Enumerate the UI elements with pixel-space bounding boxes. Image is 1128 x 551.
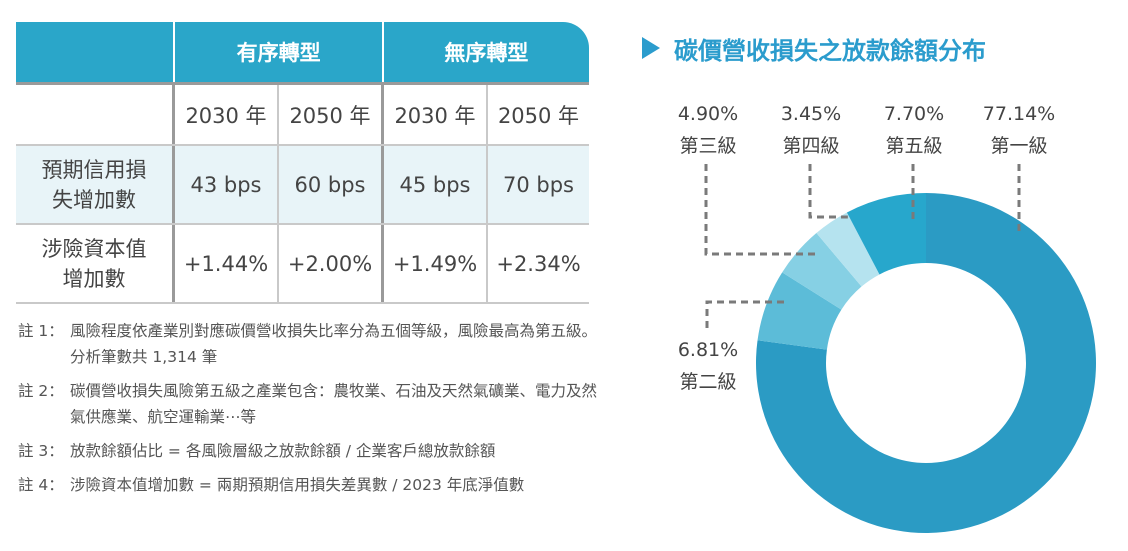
table-header: 有序轉型 無序轉型 [16, 22, 589, 82]
table-cell: 70 bps [486, 146, 589, 223]
table-cell: 60 bps [277, 146, 381, 223]
chart-title: 碳價營收損失之放款餘額分布 [674, 36, 986, 65]
footnote-label: 註 4： [18, 476, 64, 494]
slice-percent: 7.70% [883, 103, 945, 125]
footnote-text: 放款餘額佔比 = 各風險層級之放款餘額 / 企業客戶總放款餘額 [70, 442, 496, 460]
year-cell: 2030 年 [381, 85, 486, 144]
row-label-line: 涉險資本值 [41, 236, 147, 261]
footnote: 註 4： 涉險資本值增加數 = 兩期預期信用損失差異數 / 2023 年底淨值數 [18, 472, 598, 498]
slice-percent: 3.45% [780, 103, 842, 125]
year-cell: 2050 年 [486, 85, 589, 144]
slice-label-level-2: 6.81% 第二級 [668, 334, 748, 398]
footnote-text: 碳價營收損失風險第五級之產業包含：農牧業、石油及天然氣礦業、電力及然氣供應業、航… [70, 382, 598, 426]
transition-risk-table: 有序轉型 無序轉型 2030 年 2050 年 2030 年 2050 年 預期… [16, 22, 589, 304]
slice-category: 第三級 [679, 135, 737, 157]
footnotes: 註 1： 風險程度依產業別對應碳價營收損失比率分為五個等級，風險最高為第五級。分… [18, 318, 598, 506]
donut-slice-level-2 [757, 272, 842, 350]
row-label-line: 失增加數 [52, 187, 136, 212]
header-disorderly-transition: 無序轉型 [381, 22, 589, 82]
leader-line-level-4 [808, 164, 848, 219]
footnote-text: 涉險資本值增加數 = 兩期預期信用損失差異數 / 2023 年底淨值數 [70, 476, 525, 494]
slice-percent: 4.90% [677, 103, 739, 125]
slice-label-level-3: 4.90% 第三級 [668, 98, 748, 162]
leader-line-level-3 [704, 164, 817, 256]
slice-category: 第二級 [679, 371, 737, 393]
year-cell: 2030 年 [172, 85, 277, 144]
donut-slice-level-5 [846, 193, 926, 275]
table-row: 預期信用損失增加數 43 bps 60 bps 45 bps 70 bps [16, 146, 589, 225]
table-row: 涉險資本值增加數 +1.44% +2.00% +1.49% +2.34% [16, 225, 589, 304]
footnote: 註 2： 碳價營收損失風險第五級之產業包含：農牧業、石油及天然氣礦業、電力及然氣… [18, 378, 598, 430]
table-cell: 45 bps [381, 146, 486, 223]
leader-line-level-2 [705, 300, 786, 328]
table-cell: +2.00% [277, 225, 381, 302]
slice-category: 第五級 [885, 135, 943, 157]
slice-percent: 6.81% [677, 339, 739, 361]
footnote-label: 註 3： [18, 442, 64, 460]
table-cell: +1.49% [381, 225, 486, 302]
slice-label-level-4: 3.45% 第四級 [771, 98, 851, 162]
slice-category: 第一級 [990, 135, 1048, 157]
row-label: 涉險資本值 增加數 [16, 225, 172, 302]
donut-slice-level-3 [782, 233, 862, 310]
donut-slice-level-4 [816, 212, 880, 287]
table-row-years: 2030 年 2050 年 2030 年 2050 年 [16, 82, 589, 146]
footnote-label: 註 1： [18, 322, 64, 340]
footnote-text: 風險程度依產業別對應碳價營收損失比率分為五個等級，風險最高為第五級。分析筆數共 … [70, 322, 598, 366]
slice-label-level-1: 77.14% 第一級 [977, 98, 1061, 162]
row-label: 預期信用損 失增加數 [16, 146, 172, 223]
footnote: 註 3： 放款餘額佔比 = 各風險層級之放款餘額 / 企業客戶總放款餘額 [18, 438, 598, 464]
footnote-label: 註 2： [18, 382, 64, 400]
slice-percent: 77.14% [982, 103, 1056, 125]
donut-slice-level-1 [756, 193, 1096, 533]
header-orderly-transition: 有序轉型 [173, 22, 381, 82]
slice-category: 第四級 [782, 135, 840, 157]
table-cell: +2.34% [486, 225, 589, 302]
triangle-bullet-icon [642, 37, 660, 59]
row-label-line: 預期信用損 [41, 157, 147, 182]
row-label-line: 增加數 [62, 266, 126, 291]
chart-title-block: 碳價營收損失之放款餘額分布 [642, 30, 986, 66]
footnote: 註 1： 風險程度依產業別對應碳價營收損失比率分為五個等級，風險最高為第五級。分… [18, 318, 598, 370]
table-cell: +1.44% [172, 225, 277, 302]
year-cell: 2050 年 [277, 85, 381, 144]
slice-label-level-5: 7.70% 第五級 [874, 98, 954, 162]
table-cell: 43 bps [172, 146, 277, 223]
